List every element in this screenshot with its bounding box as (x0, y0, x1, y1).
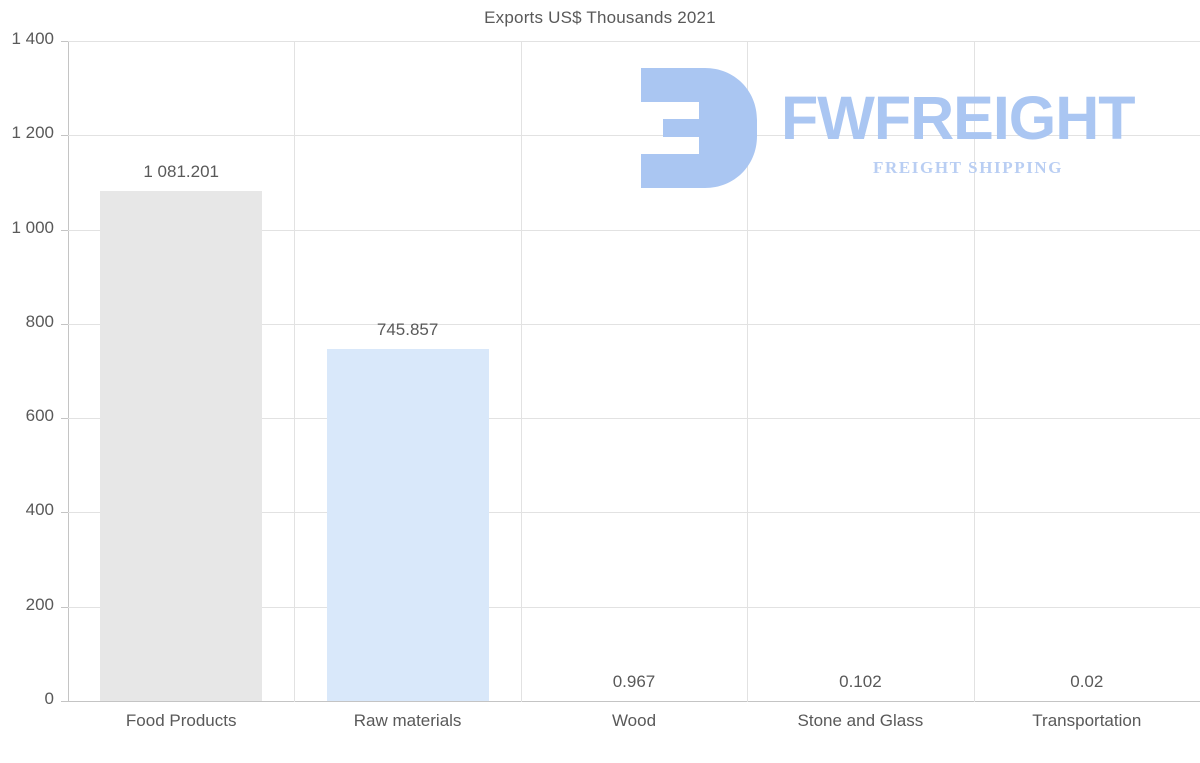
y-axis-tick-label: 800 (25, 312, 54, 331)
bar[interactable] (100, 191, 263, 701)
gridline (68, 324, 1200, 325)
y-axis-tick-label: 600 (25, 406, 54, 425)
category-separator-line (974, 41, 975, 702)
category-separator-line (521, 41, 522, 702)
y-axis-tick-label: 1 400 (11, 29, 54, 48)
x-axis-tick-label: Transportation (1032, 711, 1142, 730)
y-axis-tick-mark (61, 230, 68, 231)
bar-value-label: 1 081.201 (143, 162, 219, 182)
category-separator-line (747, 41, 748, 702)
x-axis-tick-label: Stone and Glass (797, 711, 924, 730)
bar-value-label: 0.967 (612, 671, 656, 691)
plot-area (68, 41, 1200, 702)
gridline (68, 701, 1200, 702)
chart-title: Exports US$ Thousands 2021 (484, 8, 716, 27)
gridline (68, 607, 1200, 608)
x-axis-tick-label: Wood (611, 711, 657, 730)
y-axis-tick-label: 1 000 (11, 218, 54, 237)
x-axis-tick-label: Raw materials (353, 711, 462, 730)
gridline (68, 135, 1200, 136)
y-axis-tick-label: 1 200 (11, 123, 54, 142)
bar-value-label: 0.102 (839, 671, 882, 691)
y-axis-tick-mark (61, 512, 68, 513)
y-axis-tick-mark (61, 701, 68, 702)
gridline (68, 230, 1200, 231)
y-axis-tick-mark (61, 135, 68, 136)
y-axis-tick-label: 200 (25, 595, 54, 614)
bar-value-label: 0.02 (1070, 671, 1104, 691)
category-separator-line (294, 41, 295, 702)
bar-value-label: 745.857 (376, 320, 439, 340)
y-axis-tick-label: 400 (25, 500, 54, 519)
y-axis-tick-mark (61, 418, 68, 419)
y-axis-tick-mark (61, 607, 68, 608)
y-axis-tick-mark (61, 324, 68, 325)
gridline (68, 512, 1200, 513)
y-axis-tick-label: 0 (44, 689, 54, 708)
y-axis-line (68, 41, 69, 702)
bar[interactable] (326, 349, 489, 701)
gridline (68, 41, 1200, 42)
x-axis-tick-label: Food Products (125, 711, 237, 730)
y-axis-tick-mark (61, 41, 68, 42)
gridline (68, 418, 1200, 419)
